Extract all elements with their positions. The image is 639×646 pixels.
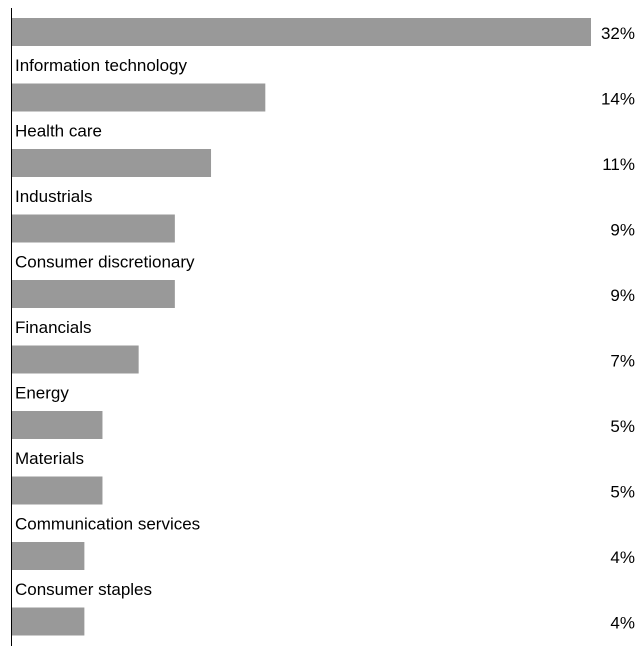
bar-industrials [12, 149, 211, 177]
value-label-consumer-discretionary: 9% [610, 221, 635, 240]
bar-consumer-staples [12, 542, 84, 570]
bar-health-care [12, 84, 265, 112]
bar-consumer-discretionary [12, 215, 175, 243]
value-label-real-estate: 4% [610, 614, 635, 633]
value-labels-group: 32% 14% 11% 9% 9% 7% 5% 5% 4% 4% [601, 24, 635, 633]
bar-energy [12, 346, 139, 374]
value-label-financials: 9% [610, 286, 635, 305]
value-label-health-care: 14% [601, 90, 635, 109]
category-label-financials: Financials [15, 318, 92, 337]
category-label-consumer-staples: Consumer staples [15, 580, 152, 599]
bar-real-estate [12, 608, 84, 636]
value-label-energy: 7% [610, 352, 635, 371]
value-label-information-technology: 32% [601, 24, 635, 43]
value-label-communication-services: 5% [610, 483, 635, 502]
bar-communication-services [12, 477, 102, 505]
category-label-consumer-discretionary: Consumer discretionary [15, 253, 195, 272]
value-label-industrials: 11% [602, 155, 635, 174]
bar-materials [12, 411, 102, 439]
bar-information-technology [12, 18, 591, 46]
category-label-materials: Materials [15, 449, 84, 468]
category-label-communication-services: Communication services [15, 515, 200, 534]
category-label-energy: Energy [15, 384, 69, 403]
category-label-industrials: Industrials [15, 187, 92, 206]
bar-financials [12, 280, 175, 308]
category-label-health-care: Health care [15, 122, 102, 141]
value-label-materials: 5% [610, 417, 635, 436]
value-label-consumer-staples: 4% [610, 548, 635, 567]
category-label-information-technology: Information technology [15, 56, 187, 75]
bars-group [12, 18, 591, 636]
